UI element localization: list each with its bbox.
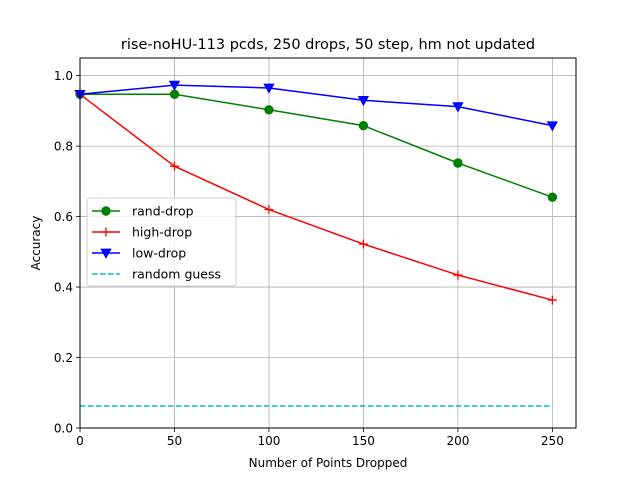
y-tick-label: 0.0 xyxy=(54,422,73,436)
legend: rand-drop high-drop low-drop random guess xyxy=(86,197,237,287)
y-axis-label: Accuracy xyxy=(29,216,43,271)
data-point-low-drop xyxy=(263,83,275,94)
data-point-rand-drop xyxy=(453,158,463,168)
data-point-rand-drop xyxy=(169,89,180,99)
y-tick-label: 0.2 xyxy=(54,351,73,365)
x-tick-label: 200 xyxy=(446,434,469,448)
data-point-high-drop xyxy=(169,161,179,171)
data-point-high-drop xyxy=(264,205,274,215)
legend-box xyxy=(86,197,237,287)
x-axis-label: Number of Points Dropped xyxy=(249,456,408,470)
data-point-low-drop xyxy=(546,121,559,132)
legend-marker-rand-drop xyxy=(101,206,111,216)
series-line-low-drop xyxy=(79,84,553,127)
y-tick-label: 1.0 xyxy=(54,69,73,83)
axis-ticks: 0 50 100 150 200 250 0.0 0.2 0.4 0.6 0.8 1.0 xyxy=(54,69,564,448)
y-tick-label: 0.4 xyxy=(54,281,73,295)
data-point-rand-drop xyxy=(547,192,558,202)
series-line-rand-drop xyxy=(80,93,553,198)
data-point-high-drop xyxy=(453,270,463,280)
plot-frame xyxy=(79,57,577,429)
data-point-rand-drop xyxy=(358,120,369,131)
data-point-low-drop xyxy=(357,95,370,107)
x-tick-label: 150 xyxy=(352,434,375,448)
data-point-low-drop xyxy=(168,80,181,91)
legend-marker-low-drop xyxy=(100,248,112,259)
data-point-low-drop xyxy=(452,102,464,113)
legend-label-high-drop: high-drop xyxy=(132,225,192,240)
data-point-high-drop xyxy=(547,295,557,305)
legend-marker-high-drop xyxy=(101,227,111,237)
chart-title: rise-noHU-113 pcds, 250 drops, 50 step, … xyxy=(121,37,535,53)
y-tick-label: 0.6 xyxy=(54,210,73,224)
y-tick-label: 0.8 xyxy=(54,140,73,154)
data-point-high-drop xyxy=(358,239,368,249)
data-point-rand-drop xyxy=(264,105,274,115)
x-tick-label: 0 xyxy=(76,434,84,448)
series-group xyxy=(74,80,559,407)
legend-label-low-drop: low-drop xyxy=(132,246,186,261)
x-tick-label: 250 xyxy=(541,434,564,448)
series-line-high-drop xyxy=(79,93,553,301)
x-tick-label: 50 xyxy=(167,434,182,448)
legend-label-random-guess: random guess xyxy=(132,267,221,282)
legend-label-rand-drop: rand-drop xyxy=(132,204,194,219)
x-tick-label: 100 xyxy=(257,434,280,448)
